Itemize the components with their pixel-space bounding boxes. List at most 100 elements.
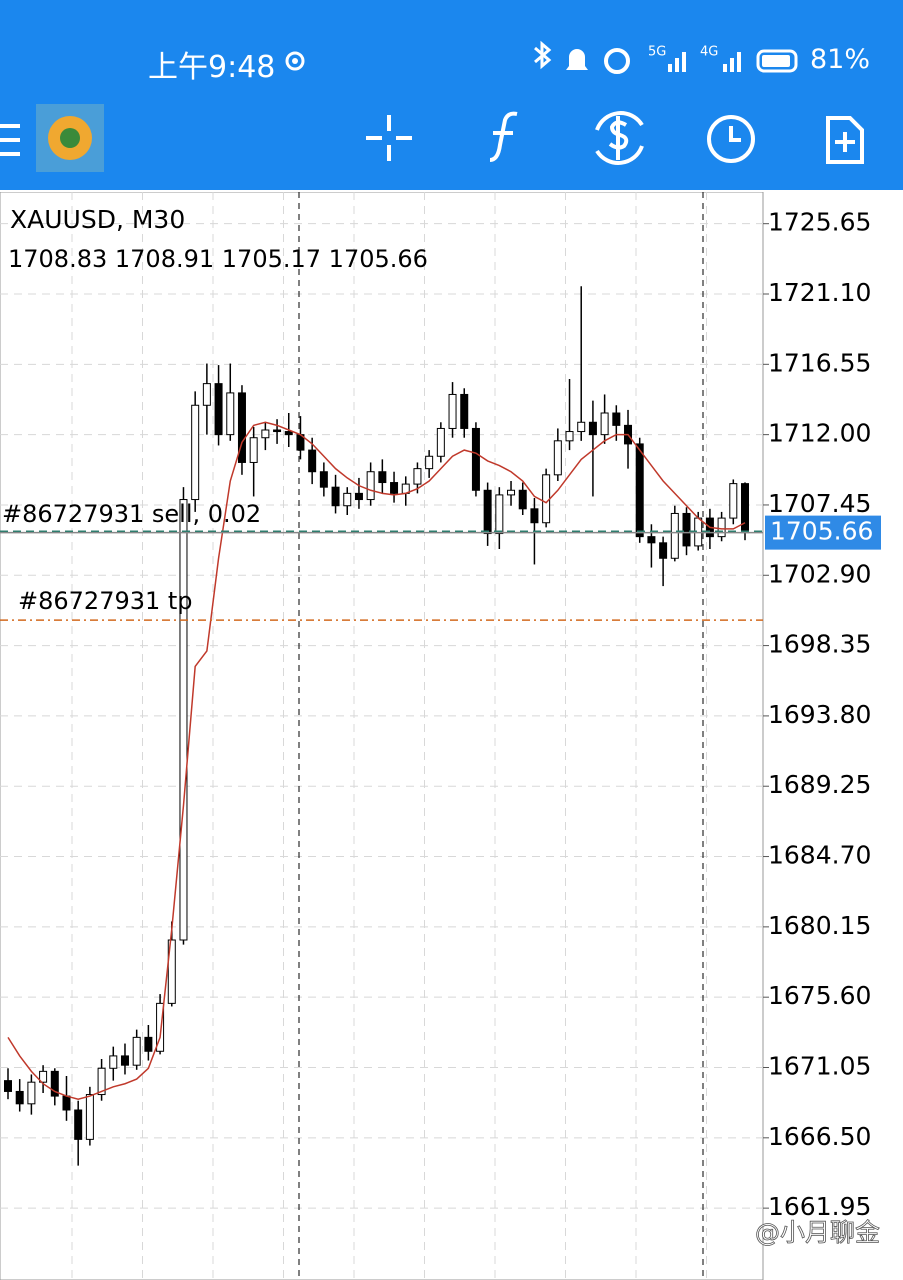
candle-body	[542, 474, 551, 524]
candle-body	[15, 1090, 24, 1105]
y-tick-label: 1684.70	[768, 841, 871, 870]
candle-body	[85, 1094, 94, 1140]
crosshair-button[interactable]	[366, 115, 412, 161]
y-tick-label: 1721.10	[768, 278, 871, 307]
y-tick-label: 1712.00	[768, 419, 871, 448]
candle-body	[167, 939, 176, 1004]
battery-icon	[756, 49, 798, 73]
candle-body	[588, 421, 597, 436]
trade-button[interactable]	[595, 111, 644, 165]
icons: 5G 4G	[0, 40, 864, 172]
svg-text:5G: 5G	[648, 45, 666, 60]
candle-body	[565, 431, 574, 442]
candle-body	[74, 1109, 83, 1140]
current-price-label: 1705.66	[770, 517, 873, 546]
candle-body	[495, 494, 504, 535]
y-tick-label: 1671.05	[768, 1052, 871, 1081]
candle-body	[354, 492, 363, 501]
candle-body	[202, 383, 211, 406]
candle-body	[553, 440, 562, 476]
alarm-icon	[604, 48, 630, 74]
candle-body	[331, 486, 340, 507]
watermark: @小月聊金	[755, 1218, 880, 1247]
candle-body	[600, 412, 609, 436]
y-tick-label: 1661.95	[768, 1192, 871, 1221]
candle-body	[483, 489, 492, 535]
candle-body	[378, 471, 387, 484]
close-value: 1705.66	[329, 245, 428, 273]
y-tick-label: 1666.50	[768, 1122, 871, 1151]
candle-body	[273, 429, 282, 433]
y-tick-label: 1698.35	[768, 630, 871, 659]
current-price-box	[765, 515, 881, 550]
candle-body	[191, 404, 200, 501]
candle-body	[284, 431, 293, 436]
battery: 81%	[810, 44, 871, 75]
candle-body	[39, 1070, 48, 1083]
candle-body	[366, 471, 375, 501]
candle-body	[156, 1002, 165, 1052]
candle-body	[518, 489, 527, 510]
candle-body	[4, 1080, 12, 1092]
candle-body	[308, 449, 317, 473]
candle-body	[448, 393, 457, 429]
candle-body	[729, 483, 738, 519]
app-header: 上午9:48 81% 5G 4G	[0, 0, 903, 190]
order-label: #86727931 sell, 0.02	[2, 500, 261, 528]
candle-body	[132, 1036, 141, 1066]
candle-body	[214, 383, 223, 436]
candle-body	[27, 1081, 36, 1105]
bell-icon	[566, 49, 588, 70]
indicators-button[interactable]	[489, 111, 518, 162]
candle-body	[261, 429, 270, 439]
candle-body	[530, 508, 539, 524]
candle-body	[612, 412, 621, 426]
candle-body	[390, 482, 399, 494]
y-tick-label: 1707.45	[768, 489, 871, 518]
candle-body	[670, 512, 679, 559]
candle-body	[249, 437, 258, 463]
candle-body	[62, 1095, 71, 1111]
candle-body	[659, 542, 668, 559]
new-order-button[interactable]	[826, 116, 864, 164]
open-value: 1708.83	[8, 245, 107, 273]
candle-body	[682, 512, 691, 547]
bluetooth-icon	[534, 40, 552, 70]
candle-body	[120, 1055, 129, 1066]
candle-body	[109, 1055, 118, 1069]
y-tick-label: 1702.90	[768, 559, 871, 588]
candle-body	[436, 427, 445, 457]
y-tick-label: 1716.55	[768, 348, 871, 377]
candle-body	[226, 392, 235, 436]
candle-body	[343, 492, 352, 507]
tp-label: #86727931 tp	[18, 587, 193, 615]
candle-body	[577, 421, 586, 433]
high-value: 1708.91	[115, 245, 214, 273]
candle-body	[179, 499, 188, 941]
candle-body	[319, 471, 328, 488]
signal-icons: 5G 4G	[648, 45, 741, 72]
candle-body	[717, 517, 726, 538]
y-tick-label: 1725.65	[768, 208, 871, 237]
low-value: 1705.17	[222, 245, 321, 273]
y-tick-label: 1693.80	[768, 700, 871, 729]
y-tick-label: 1680.15	[768, 911, 871, 940]
candle-body	[425, 455, 434, 470]
chart: XAUUSD, M30 1708.83 1708.91 1705.17 1705…	[0, 192, 881, 1280]
candle-body	[460, 393, 469, 429]
menu-button[interactable]	[0, 124, 20, 156]
moving-average	[7, 421, 746, 1100]
svg-text:4G: 4G	[700, 45, 718, 60]
candle-body	[741, 483, 749, 534]
chart-title: XAUUSD, M30	[10, 205, 185, 234]
plot-area	[0, 192, 764, 1280]
y-tick-label: 1675.60	[768, 981, 871, 1010]
y-tick-label: 1689.25	[768, 770, 871, 799]
candle-body	[97, 1067, 106, 1096]
candle-body	[507, 489, 516, 496]
ohlc-readout: 1708.83 1708.91 1705.17 1705.66	[8, 245, 428, 273]
candle-body	[413, 468, 422, 485]
candle-body	[237, 392, 246, 463]
period-button[interactable]	[707, 115, 755, 163]
